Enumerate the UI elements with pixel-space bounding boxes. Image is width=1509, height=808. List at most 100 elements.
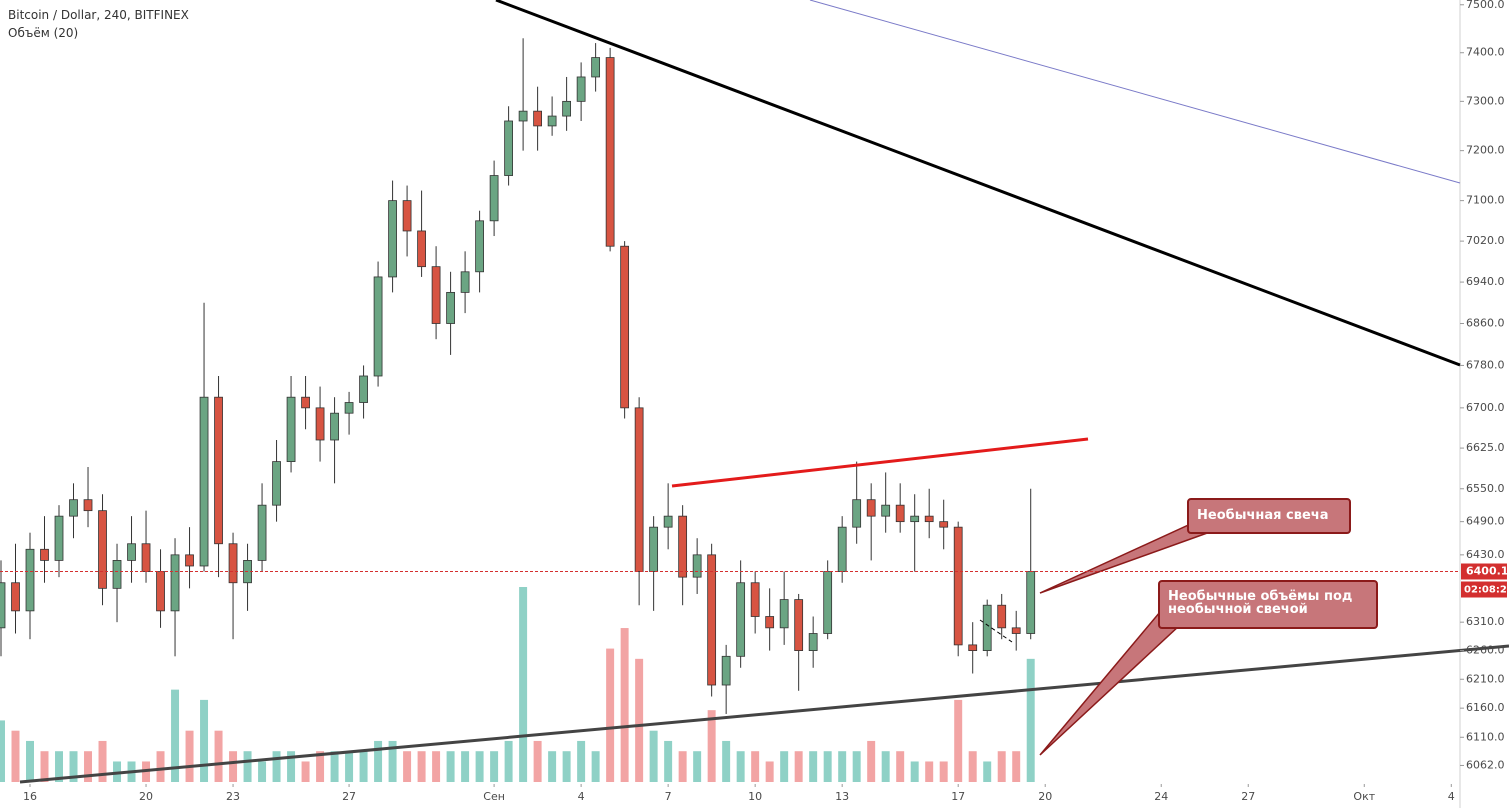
volume-bar <box>591 751 600 782</box>
candle-body <box>562 100 572 117</box>
candle-body <box>141 543 151 572</box>
volume-bar <box>925 761 934 782</box>
candle-body <box>866 499 876 517</box>
volume-bar <box>316 751 325 782</box>
volume-bar <box>200 699 209 782</box>
annotation: Необычная свеча <box>1187 498 1351 534</box>
y-tick-label: 6110.0 <box>1466 730 1505 743</box>
x-tick-label: 13 <box>835 790 849 803</box>
candle-body <box>924 515 934 523</box>
volume-bar <box>272 751 281 782</box>
volume-bar <box>765 761 774 782</box>
candle-body <box>69 499 78 517</box>
volume-bar <box>301 761 310 782</box>
x-tick-label: 16 <box>23 790 37 803</box>
annotation: Необычные объёмы под необычной свечой <box>1158 580 1378 629</box>
volume-bar <box>0 720 5 782</box>
y-tick-label: 7100.0 <box>1466 194 1505 207</box>
candle-body <box>678 515 688 578</box>
volume-bar <box>214 730 223 782</box>
volume-bar <box>330 751 339 782</box>
candle-layer <box>0 38 1036 714</box>
volume-bar <box>533 740 542 782</box>
volume-bar <box>794 751 803 782</box>
candle-body <box>837 526 847 572</box>
volume-bar <box>693 751 702 782</box>
candle-body <box>315 407 325 441</box>
volume-bar <box>504 740 513 782</box>
x-tick-label: 24 <box>1154 790 1168 803</box>
y-tick-label: 6310.0 <box>1466 615 1505 628</box>
volume-layer <box>0 587 1035 782</box>
candle-body <box>446 291 455 324</box>
volume-bar <box>751 751 760 782</box>
volume-bar <box>490 751 499 782</box>
candle-body <box>185 554 194 567</box>
y-tick-label: 6860.0 <box>1466 317 1505 330</box>
volume-bar <box>55 751 64 782</box>
candle-body <box>547 115 557 127</box>
candle-body <box>301 396 310 409</box>
volume-bar <box>548 751 557 782</box>
volume-bar <box>910 761 919 782</box>
candle-body <box>156 571 165 612</box>
candle-body <box>83 499 93 512</box>
x-tick-label: 20 <box>139 790 153 803</box>
candle-body <box>373 276 383 377</box>
candle-body <box>721 655 731 686</box>
volume-bar <box>475 751 484 782</box>
candle-body <box>982 604 992 651</box>
x-tick-label: 4 <box>578 790 585 803</box>
volume-bar <box>185 730 194 782</box>
candle-body <box>431 266 441 324</box>
volume-bar <box>403 751 412 782</box>
x-tick-label: 23 <box>226 790 240 803</box>
volume-bar <box>11 730 20 782</box>
volume-bar <box>1026 658 1035 782</box>
volume-bar <box>359 751 368 782</box>
volume-bar <box>896 751 905 782</box>
volume-bar <box>40 751 49 782</box>
candle-body <box>98 510 107 589</box>
x-tick-label: 20 <box>1038 790 1052 803</box>
volume-bar <box>707 710 716 782</box>
volume-bar <box>461 751 470 782</box>
candle-body <box>968 644 978 651</box>
volume-bar <box>867 740 876 782</box>
candle-body <box>808 633 818 651</box>
candle-body <box>359 375 368 403</box>
volume-bar <box>881 751 890 782</box>
x-tick-label: 4 <box>1448 790 1455 803</box>
candle-body <box>0 582 6 629</box>
volume-bar <box>229 751 238 782</box>
candle-body <box>504 120 513 176</box>
volume-bar <box>823 751 832 782</box>
candle-body <box>112 560 122 589</box>
y-tick-label: 7200.0 <box>1466 144 1505 157</box>
volume-bar <box>678 751 687 782</box>
volume-bar <box>649 730 658 782</box>
volume-bar <box>84 751 93 782</box>
y-tick-label: 6260.0 <box>1466 644 1505 657</box>
candle-body <box>895 504 905 523</box>
volume-bar <box>852 751 861 782</box>
candle-body <box>40 548 49 561</box>
y-tick-label: 6780.0 <box>1466 358 1505 371</box>
volume-bar <box>258 761 267 782</box>
volume-bar <box>838 751 847 782</box>
y-tick-label: 7020.0 <box>1466 234 1505 247</box>
volume-bar <box>664 740 673 782</box>
candle-body <box>460 271 470 293</box>
y-tick-label: 7400.0 <box>1466 46 1505 59</box>
candle-body <box>1026 571 1036 634</box>
candle-body <box>736 582 746 657</box>
candle-body <box>953 526 963 646</box>
volume-bar <box>997 751 1006 782</box>
candle-body <box>330 412 339 441</box>
trend-line <box>671 437 1089 488</box>
candle-body <box>54 515 64 561</box>
chart-subtitle: Объём (20) <box>8 26 79 40</box>
